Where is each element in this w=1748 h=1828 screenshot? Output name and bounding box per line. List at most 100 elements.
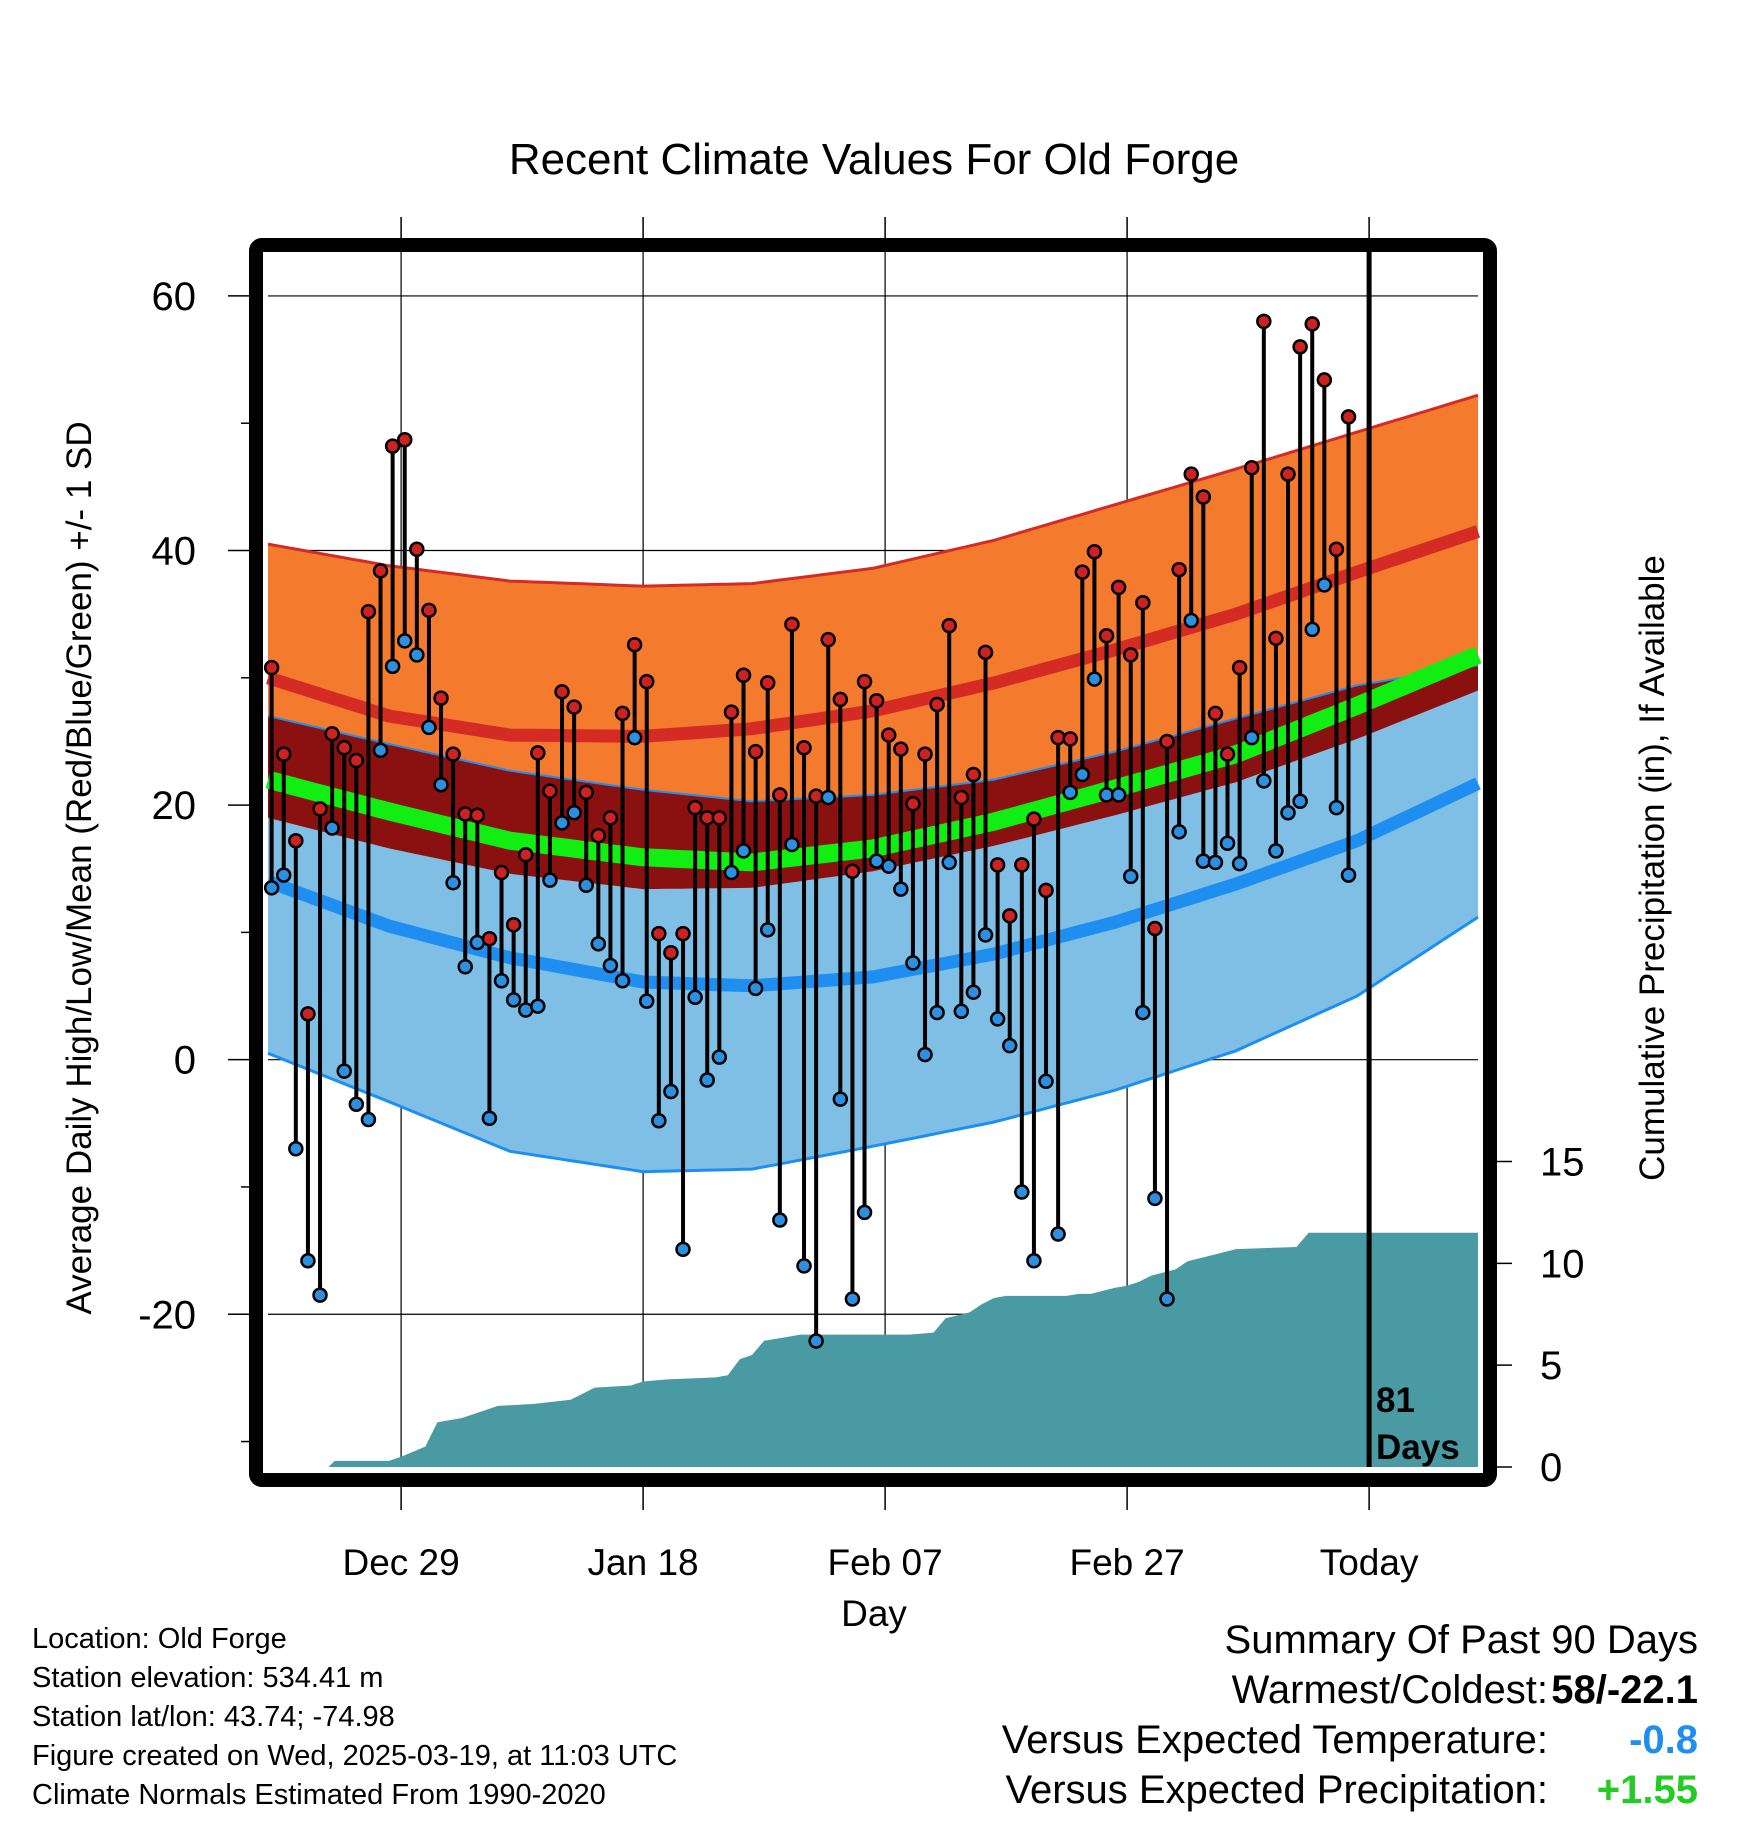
daily-high-point [1038, 882, 1054, 899]
daily-high-point [832, 691, 849, 708]
x-axis-label: Day [841, 1593, 907, 1634]
daily-low-point [1026, 1253, 1042, 1269]
daily-low-point [1171, 824, 1187, 840]
daily-high-point [1122, 647, 1139, 663]
daily-low-point [493, 972, 510, 989]
daily-low-point [433, 776, 449, 793]
daily-low-point [759, 922, 776, 938]
daily-high-point [300, 1006, 316, 1022]
daily-low-point [1159, 1291, 1175, 1307]
daily-high-point [663, 944, 679, 961]
daily-low-point [542, 872, 558, 888]
summary-title: Summary Of Past 90 Days [1002, 1618, 1698, 1668]
daily-low-point [711, 1049, 728, 1065]
summary-warmest-row: Warmest/Coldest: 58/-22.1 [1002, 1668, 1698, 1718]
low-lower-edge [267, 915, 1479, 1174]
daily-low-point [1268, 843, 1284, 859]
daily-low-point [856, 1204, 873, 1221]
daily-high-point [1159, 733, 1175, 750]
temp-value: -0.8 [1629, 1718, 1698, 1762]
daily-low-point [663, 1083, 679, 1100]
daily-low-point [820, 789, 836, 806]
daily-low-point [324, 820, 340, 836]
daily-low-point [336, 1063, 352, 1079]
daily-low-point [1340, 867, 1357, 883]
daily-low-point [384, 658, 401, 675]
daily-high-point [965, 766, 982, 783]
daily-high-point [917, 746, 933, 762]
daily-high-point [772, 787, 788, 803]
daily-high-point [1243, 460, 1260, 476]
daily-low-point [578, 877, 594, 894]
daily-high-point [324, 726, 340, 742]
daily-low-point [288, 1141, 304, 1157]
daily-high-point [1340, 409, 1357, 425]
daily-high-point [566, 699, 582, 715]
daily-low-point [1243, 729, 1260, 746]
daily-low-point [1074, 766, 1091, 783]
daily-high-point [493, 864, 510, 881]
daily-low-point [372, 742, 389, 759]
y-axis-label: Average Daily High/Low/Mean (Red/Blue/Gr… [60, 421, 99, 1314]
daily-high-point [348, 752, 365, 769]
daily-low-point [772, 1212, 788, 1228]
warmest-label: Warmest/Coldest: [1231, 1668, 1548, 1712]
mean-sd-band [268, 665, 1478, 890]
daily-high-point [614, 705, 631, 722]
daily-high-point [941, 617, 957, 634]
daily-high-point [1026, 811, 1042, 827]
summary-title-text: Summary Of Past 90 Days [1224, 1618, 1698, 1662]
daily-low-point [784, 836, 800, 853]
daily-low-point [965, 984, 982, 1000]
daily-low-point [699, 1072, 715, 1088]
normal-high-line [266, 525, 1481, 743]
daily-low-point [421, 719, 437, 736]
daily-high-point [638, 673, 655, 690]
daily-high-point [396, 432, 413, 448]
daily-low-point [880, 858, 897, 874]
daily-low-point [1062, 784, 1078, 801]
daily-low-point [1086, 671, 1103, 687]
daily-low-point [505, 992, 522, 1008]
normal-low-line [265, 777, 1481, 993]
daily-low-point [312, 1287, 328, 1303]
daily-high-point [275, 746, 292, 762]
daily-low-point [844, 1291, 861, 1307]
y2-tick-label: 5 [1540, 1344, 1562, 1388]
daily-high-point [1110, 579, 1127, 596]
summary-panel: Summary Of Past 90 Days Warmest/Coldest:… [1002, 1618, 1698, 1818]
x-tick-label: Jan 18 [588, 1542, 699, 1583]
daily-low-point [1014, 1184, 1030, 1200]
axes: -20 0 20 40 60 0 5 10 15 Dec 29 Jan 18 Feb 07 Feb 27… [138, 217, 1585, 1583]
daily-high-point [626, 636, 643, 653]
daily-high-point [723, 704, 740, 720]
daily-high-point [977, 644, 994, 661]
daily-low-point [747, 980, 764, 997]
daily-low-point [1280, 804, 1296, 821]
normals-text: Climate Normals Estimated From 1990-2020 [32, 1779, 606, 1811]
daily-high-point [433, 690, 449, 706]
daily-high-point [590, 827, 607, 844]
precip-label: Versus Expected Precipitation: [1005, 1768, 1548, 1812]
summary-temp-row: Versus Expected Temperature: -0.8 [1002, 1718, 1698, 1768]
daily-high-point [421, 602, 437, 619]
location-text: Location: Old Forge [32, 1623, 287, 1655]
daily-low-point [1292, 793, 1308, 810]
station-info: Location: Old Forge Station elevation: 5… [32, 1620, 677, 1815]
daily-high-point [1062, 731, 1078, 747]
daily-high-point [759, 675, 776, 691]
marker-days-word: Days [1376, 1428, 1460, 1467]
daily-high-point [1195, 489, 1212, 505]
daily-low-point [300, 1253, 316, 1269]
daily-low-point [977, 927, 994, 943]
temp-label: Versus Expected Temperature: [1001, 1718, 1548, 1762]
daily-high-point [554, 684, 570, 700]
daily-high-point [1135, 594, 1151, 611]
daily-low-point [687, 989, 703, 1006]
y-tick-label: 60 [152, 275, 197, 319]
daily-low-point [1135, 1004, 1151, 1021]
daily-high-point [1171, 561, 1187, 578]
daily-high-point [856, 673, 873, 690]
daily-low-point [1328, 799, 1345, 816]
